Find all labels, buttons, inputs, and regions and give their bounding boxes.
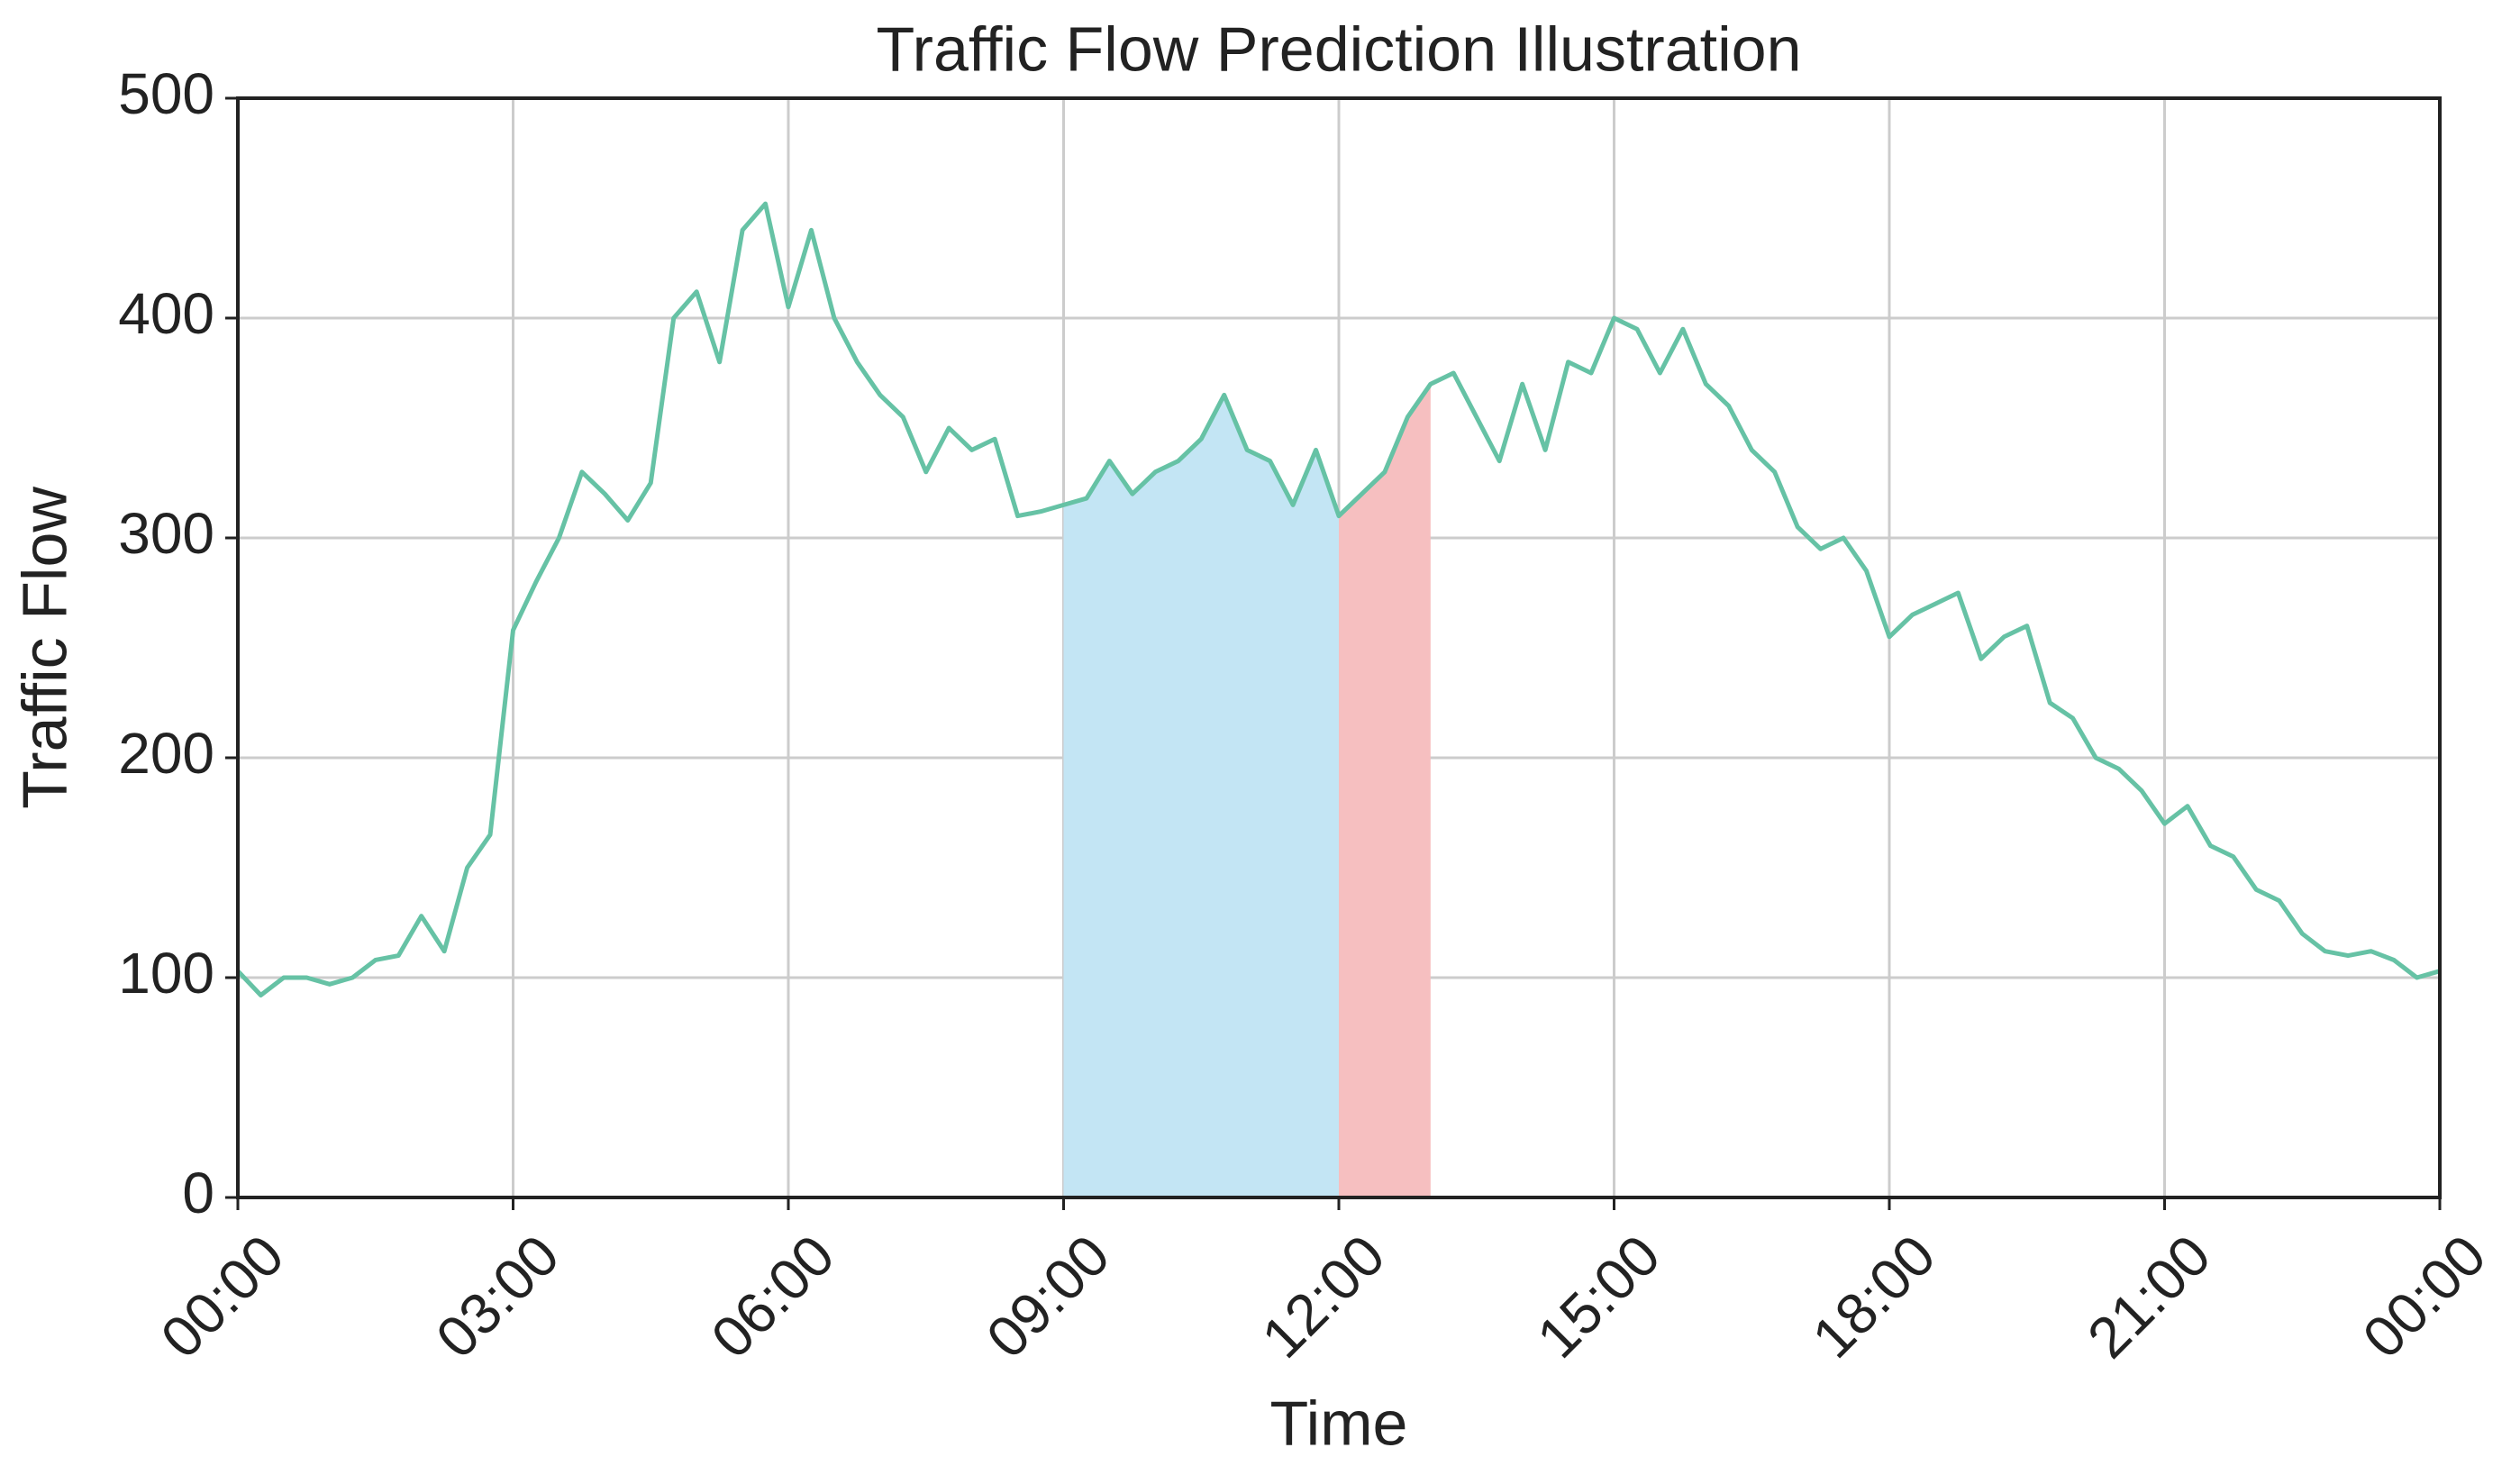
x-tick-label: 12:00 bbox=[1250, 1223, 1397, 1370]
y-tick-label: 400 bbox=[118, 281, 214, 346]
y-tick-label: 0 bbox=[182, 1161, 214, 1225]
shaded-region bbox=[1063, 395, 1339, 1197]
plot-frame bbox=[236, 96, 2442, 1199]
y-axis-label: Traffic Flow bbox=[9, 487, 79, 809]
series-line bbox=[236, 201, 2441, 998]
x-tick-label: 18:00 bbox=[1800, 1223, 1948, 1370]
chart-title: Traffic Flow Prediction Illustration bbox=[876, 14, 1801, 84]
y-tick-label: 500 bbox=[118, 61, 214, 126]
y-tick-label: 300 bbox=[118, 501, 214, 566]
x-tick-label: 00:00 bbox=[149, 1223, 296, 1370]
x-tick-label: 06:00 bbox=[699, 1223, 847, 1370]
x-tick-label: 09:00 bbox=[974, 1223, 1122, 1370]
x-tick-label: 21:00 bbox=[2075, 1223, 2223, 1370]
x-tick-label: 03:00 bbox=[423, 1223, 571, 1370]
shaded-region bbox=[1339, 384, 1431, 1197]
x-axis-label: Time bbox=[1270, 1388, 1408, 1458]
x-tick-label: 15:00 bbox=[1524, 1223, 1672, 1370]
y-tick-label: 200 bbox=[118, 721, 214, 786]
y-tick-label: 100 bbox=[118, 941, 214, 1006]
x-tick-label: 00:00 bbox=[2351, 1223, 2498, 1370]
